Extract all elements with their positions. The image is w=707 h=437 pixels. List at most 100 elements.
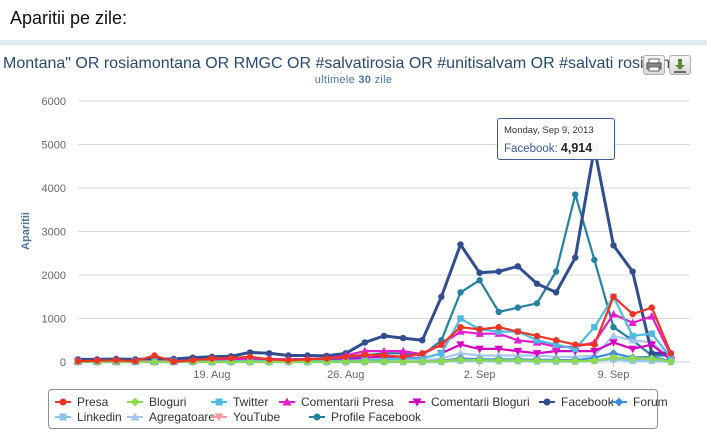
x-tick-label: 19. Aug [193, 369, 230, 381]
data-point [590, 356, 599, 365]
legend-label: Agregatoare [149, 410, 216, 424]
data-point [494, 351, 503, 359]
data-point [628, 354, 637, 363]
subtitle-days: 30 [358, 74, 372, 86]
data-point [648, 330, 655, 337]
tooltip-date: Monday, Sep 9, 2013 [504, 125, 594, 136]
legend-label: Comentarii Bloguri [431, 395, 530, 409]
legend-label: Bloguri [149, 395, 187, 409]
data-point [495, 308, 502, 316]
download-icon [674, 59, 686, 73]
data-point [610, 242, 617, 249]
y-tick-label: 6000 [42, 96, 66, 108]
data-point [438, 293, 445, 300]
series-facebook [74, 145, 675, 363]
data-point [629, 268, 636, 275]
series-presa [74, 293, 675, 365]
data-point [532, 356, 542, 365]
y-tick-label: 0 [60, 357, 66, 369]
data-point [398, 357, 408, 366]
data-point [380, 332, 388, 340]
data-point [285, 357, 292, 364]
chart-title-text: Montana" OR rosiamontana OR RMGC OR #sal… [3, 55, 671, 72]
page-title: Aparitii pe zile: [10, 8, 128, 28]
legend-label: Comentarii Presa [301, 395, 394, 409]
data-point [398, 346, 408, 355]
legend-marker [59, 398, 67, 406]
x-tick-label: 26. Aug [327, 369, 364, 381]
data-point [341, 357, 350, 366]
data-point [476, 277, 483, 284]
data-point [590, 347, 599, 356]
data-point [227, 354, 235, 362]
data-point [572, 191, 579, 198]
data-point [457, 324, 464, 331]
data-point [552, 268, 560, 275]
legend-marker [282, 397, 292, 406]
data-point [207, 357, 217, 366]
legend-symbol [611, 397, 627, 407]
legend-marker [130, 397, 140, 407]
legend-marker [59, 413, 67, 421]
legend-symbol [127, 412, 143, 421]
data-point [495, 324, 502, 331]
export-button[interactable] [669, 55, 691, 75]
data-point [342, 353, 349, 360]
data-point [628, 336, 637, 344]
data-point [552, 289, 560, 296]
data-point [380, 352, 388, 359]
data-point [476, 326, 483, 333]
data-point [551, 356, 561, 365]
data-point [457, 241, 464, 248]
legend-marker [313, 413, 321, 421]
data-point [475, 329, 484, 337]
data-point [609, 353, 618, 362]
subtitle-prefix: ultimele [314, 74, 356, 86]
legend-label: Linkedin [77, 410, 122, 424]
data-point [647, 341, 656, 349]
data-point [572, 254, 579, 261]
data-point [572, 345, 579, 353]
data-point [552, 341, 560, 348]
print-button[interactable] [643, 55, 665, 75]
data-point [456, 327, 465, 335]
data-point [532, 350, 542, 358]
legend-marker [412, 398, 422, 407]
legend-marker [214, 413, 224, 422]
y-tick-label: 5000 [42, 140, 66, 152]
data-point [667, 350, 675, 357]
y-tick-label: 4000 [42, 183, 66, 195]
legend-marker [543, 398, 551, 406]
x-tick-label: 9. Sep [598, 369, 630, 381]
data-point [533, 300, 541, 307]
data-point [628, 318, 637, 327]
data-point [475, 351, 484, 359]
chart-subtitle: ultimele 30 zile [0, 74, 707, 86]
data-point [571, 356, 580, 366]
data-point [208, 355, 216, 362]
data-point [609, 331, 618, 340]
data-point [609, 309, 618, 318]
data-point [591, 324, 598, 331]
data-point [419, 337, 426, 344]
data-point [456, 355, 465, 365]
data-point [437, 356, 446, 366]
legend-symbol [409, 398, 425, 407]
data-point [533, 280, 541, 287]
data-point [666, 357, 676, 366]
data-point [151, 352, 158, 359]
page-header: Aparitii pe zile: [0, 0, 707, 38]
legend-marker [130, 412, 140, 421]
data-point [514, 328, 522, 335]
data-point [189, 357, 196, 364]
legend-marker [215, 398, 223, 406]
data-point [572, 341, 579, 348]
y-axis-label: Aparitii [20, 212, 32, 250]
data-point [647, 354, 656, 363]
legend-label: YouTube [233, 410, 281, 424]
legend-label: Twitter [233, 395, 269, 409]
legend-label: Presa [77, 395, 109, 409]
y-tick-label: 1000 [42, 314, 66, 326]
data-point [456, 349, 465, 357]
